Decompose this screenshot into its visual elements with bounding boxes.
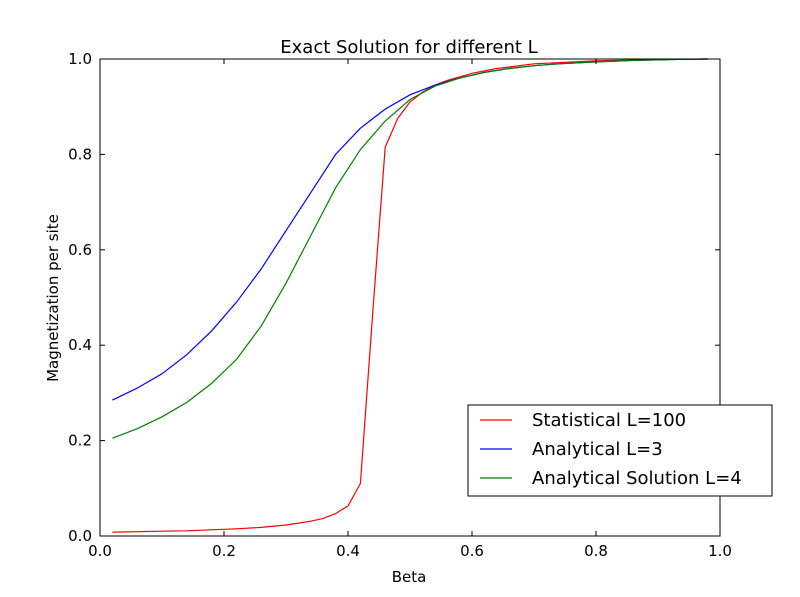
x-tick-label: 0.6 [460,542,484,560]
x-tick-label: 0.4 [336,542,360,560]
series-line-2 [112,58,708,401]
series-line-3 [112,58,708,439]
ticks-layer: 0.0 0.2 0.4 0.6 0.8 1.0 0.0 0.2 0.4 0.6 0.8 1.0 [68,50,732,560]
chart-title: Exact Solution for different L [280,37,537,58]
y-tick-label: 1.0 [68,50,92,68]
y-tick-label: 0.6 [68,241,92,259]
y-tick-label: 0.2 [68,432,92,450]
legend-label-statistical-l100: Statistical L=100 [532,410,686,431]
y-tick-label: 0.8 [68,145,92,163]
y-tick-label: 0.0 [68,527,92,545]
legend-label-analytical-solution-l4: Analytical Solution L=4 [532,468,742,489]
plot-frame [99,58,721,537]
legend: Statistical L=100 Analytical L=3 Analyti… [467,404,773,497]
x-tick-label: 0.0 [88,542,112,560]
series-layer [112,58,708,533]
x-tick-label: 1.0 [708,542,732,560]
y-tick-label: 0.4 [68,336,92,354]
x-tick-label: 0.2 [212,542,236,560]
legend-label-analytical-l3: Analytical L=3 [532,439,663,460]
y-axis-label: Magnetization per site [44,214,62,382]
legend-box [467,404,773,497]
x-tick-label: 0.8 [584,542,608,560]
x-axis-label: Beta [392,568,427,586]
series-line-1 [112,58,708,533]
